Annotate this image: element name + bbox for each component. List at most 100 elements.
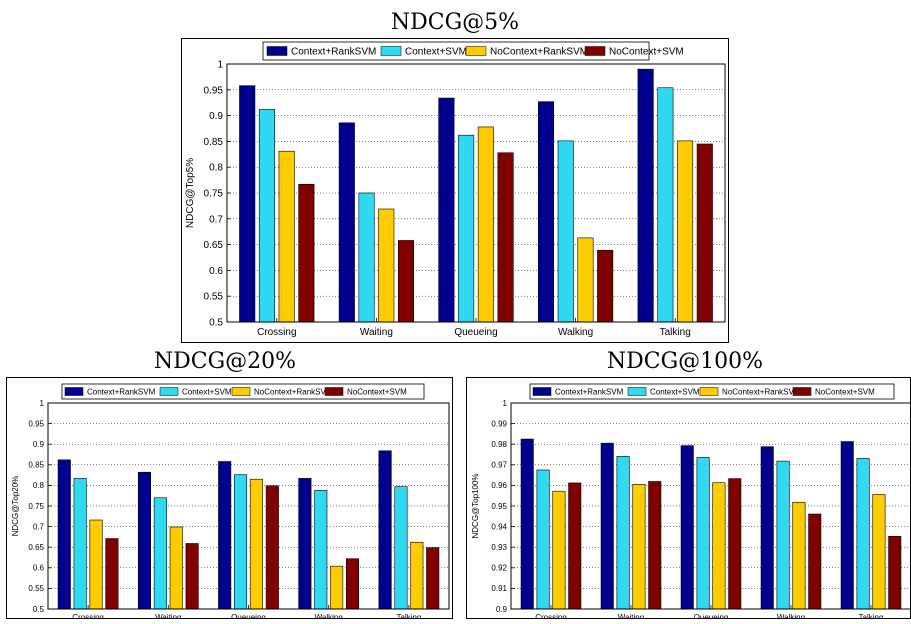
x-tick-label: Crossing [535,613,567,619]
legend-swatch [64,387,84,396]
legend-label: Context+SVM [405,47,467,58]
bar [760,446,774,610]
x-tick-label: Waiting [155,613,181,619]
legend-label: NoContext+SVM [347,387,407,396]
bar [397,240,415,323]
bar [458,134,475,323]
y-tick-label: 0.85 [28,461,44,470]
y-axis-label: NDCG@Top20% [11,476,20,537]
y-tick-label: 0.96 [491,481,507,490]
bar [536,469,550,610]
plot-area [510,402,911,610]
bar [169,526,183,610]
bar [185,543,199,610]
bar [278,150,295,323]
legend-label: NoContext+RankSVM [722,387,801,396]
y-tick-label: 0.8 [33,481,45,490]
bar [632,484,646,610]
bar [314,490,328,610]
x-tick-label: Waiting [618,613,644,619]
y-tick-label: 1 [503,399,508,408]
legend-swatch [792,387,812,396]
chart-ndcg100: 0.9 0.91 0.92 0.93 0.94 0.95 0.96 0.97 0.98 0.99 1… [466,377,911,622]
bar [234,474,248,610]
x-tick-label: Talking [859,613,884,619]
bar [378,450,392,610]
bar [410,541,424,610]
x-tick-label: Queueing [694,613,729,619]
bar [856,458,870,610]
y-tick-label: 0.91 [491,584,507,593]
chart-title-ndcg20: NDCG@20% [153,349,297,374]
bar [394,486,408,610]
chart-ndcg100-panel: 0.9 0.91 0.92 0.93 0.94 0.95 0.96 0.97 0.98 0.99 1… [466,377,911,622]
y-tick-label: 0.65 [204,240,224,251]
bar [218,461,232,610]
y-tick-label: 0.75 [28,502,44,511]
chart-title-ndcg100: NDCG@100% [606,349,764,374]
legend-swatch [159,387,179,396]
y-tick-label: 0.6 [209,266,223,277]
bar [568,482,582,610]
bar [298,478,312,610]
bar [497,152,514,323]
legend-swatch [380,46,402,56]
bar [872,494,886,610]
chart-ndcg20-panel: 0.5 0.55 0.6 0.65 0.7 0.75 0.8 0.85 0.9 0.95 1 Cros… [6,377,453,622]
bar [537,101,555,323]
y-tick-label: 0.7 [33,522,45,531]
y-tick-label: 0.55 [28,584,44,593]
y-tick-label: 0.95 [204,85,224,96]
bar [438,97,455,323]
y-tick-label: 0.6 [33,564,45,573]
y-tick-label: 0.7 [209,214,223,225]
bar [358,192,375,323]
y-tick-label: 0.65 [28,543,44,552]
bar [477,126,494,323]
x-tick-label: Crossing [72,613,104,619]
bar [840,441,854,610]
x-tick-label: Walking [558,327,593,338]
bar [577,237,594,323]
bar [57,459,71,610]
bar [888,535,902,610]
bar [657,87,674,323]
y-axis-label: NDCG@Top100% [471,473,480,538]
bar [600,442,614,610]
bar [298,183,315,323]
legend-swatch [584,46,606,56]
y-tick-label: 0.9 [33,440,45,449]
legend-swatch [699,387,719,396]
y-tick-label: 0.97 [491,461,507,470]
bar [648,481,662,610]
bar [616,456,630,610]
bar [728,478,742,610]
y-tick-label: 0.9 [496,605,508,614]
y-tick-label: 0.99 [491,419,507,428]
legend-label: NoContext+RankSVM [254,387,333,396]
legend-swatch [465,46,487,56]
bar [680,445,694,610]
legend-box [262,41,650,61]
legend-label: Context+RankSVM [555,387,624,396]
bar [696,457,710,610]
x-tick-label: Walking [315,613,343,619]
bar [239,85,256,323]
legend-swatch [266,46,288,56]
x-tick-label: Talking [660,327,691,338]
y-tick-label: 0.95 [28,419,44,428]
bar [520,438,534,610]
bar [89,519,103,610]
bar [105,538,119,610]
y-tick-label: 0.9 [209,111,223,122]
chart-title-ndcg5: NDCG@5% [390,10,520,35]
y-tick-label: 1 [40,399,45,408]
legend-swatch [324,387,344,396]
plot-area [47,402,450,610]
bar [346,558,360,610]
bar [557,140,574,323]
bar [153,497,167,610]
bar [73,478,87,610]
y-tick-label: 0.94 [491,522,507,531]
bar [265,485,279,610]
